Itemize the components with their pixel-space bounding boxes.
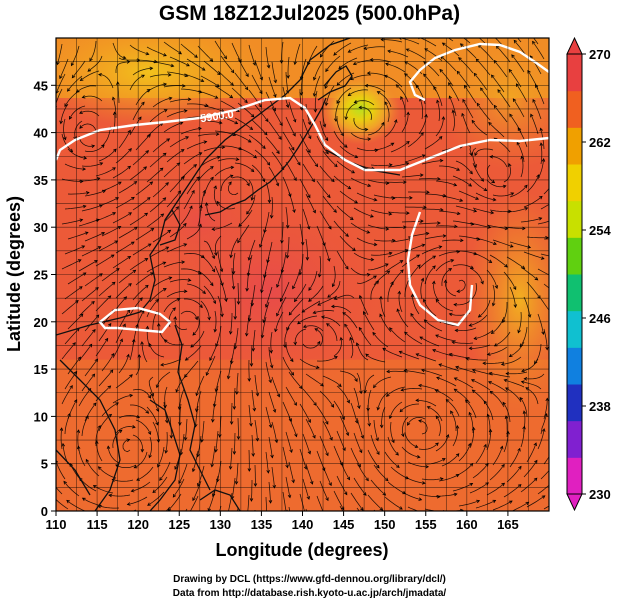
y-axis-title: Latitude (degrees) (4, 196, 24, 352)
y-tick-label: 10 (34, 409, 48, 424)
x-tick-label: 160 (456, 517, 478, 532)
colorbar-segment (567, 237, 582, 275)
x-tick-label: 140 (292, 517, 314, 532)
x-tick-label: 135 (251, 517, 273, 532)
y-tick-label: 45 (34, 78, 48, 93)
y-tick-label: 25 (34, 268, 48, 283)
colorbar-min-arrow (566, 493, 583, 512)
colorbar: 230 238 246 254 262 270 (566, 36, 611, 512)
x-tick-label: 165 (497, 517, 519, 532)
colorbar-tick-label: 238 (589, 399, 611, 414)
colorbar-segment (567, 457, 582, 495)
colorbar-segment (567, 200, 582, 238)
x-tick-label: 125 (168, 517, 190, 532)
temperature-field (56, 38, 549, 511)
colorbar-tick-label: 254 (589, 223, 611, 238)
y-tick-label: 20 (34, 315, 48, 330)
chart-title: GSM 18Z12Jul2025 (500.0hPa) (158, 2, 461, 25)
x-tick-label: 130 (209, 517, 231, 532)
x-axis-ticks: 110 115 120 125 130 135 140 145 150 155 160 165 (46, 511, 519, 532)
colorbar-tick-label: 246 (589, 311, 611, 326)
colorbar-segment (567, 90, 582, 128)
x-tick-label: 110 (46, 517, 67, 532)
credit-data: Data from http://database.rish.kyoto-u.a… (172, 588, 447, 599)
colorbar-segment (567, 274, 582, 312)
colorbar-segment (567, 347, 582, 385)
colorbar-segment (567, 54, 582, 92)
y-tick-label: 35 (34, 173, 48, 188)
colorbar-tick-label: 270 (589, 47, 611, 62)
y-tick-label: 15 (34, 362, 48, 377)
credit-drawing: Drawing by DCL (https://www.gfd-dennou.o… (173, 574, 446, 585)
coastlines (56, 38, 401, 511)
colorbar-tick-label: 262 (589, 135, 611, 150)
colorbar-tick-label: 230 (589, 487, 611, 502)
lat-lon-grid (55, 37, 550, 512)
x-tick-label: 120 (127, 517, 149, 532)
colorbar-max-arrow (566, 36, 583, 55)
5900-contour: 5900.0 (56, 42, 549, 334)
x-axis-title: Longitude (degrees) (215, 540, 388, 560)
colorbar-segment (567, 164, 582, 202)
contour-label: 5900.0 (199, 109, 234, 126)
colorbar-segment (567, 420, 582, 458)
y-tick-label: 0 (41, 504, 48, 519)
y-tick-label: 30 (34, 220, 48, 235)
y-tick-label: 40 (34, 126, 48, 141)
colorbar-segment (567, 384, 582, 422)
colorbar-segment (567, 310, 582, 348)
y-tick-label: 5 (41, 457, 48, 472)
y-axis-ticks: 0 5 10 15 20 25 30 35 40 45 (34, 78, 56, 519)
x-tick-label: 155 (415, 517, 437, 532)
x-tick-label: 150 (374, 517, 396, 532)
x-tick-label: 115 (87, 517, 108, 532)
x-tick-label: 145 (333, 517, 355, 532)
colorbar-segment (567, 127, 582, 165)
